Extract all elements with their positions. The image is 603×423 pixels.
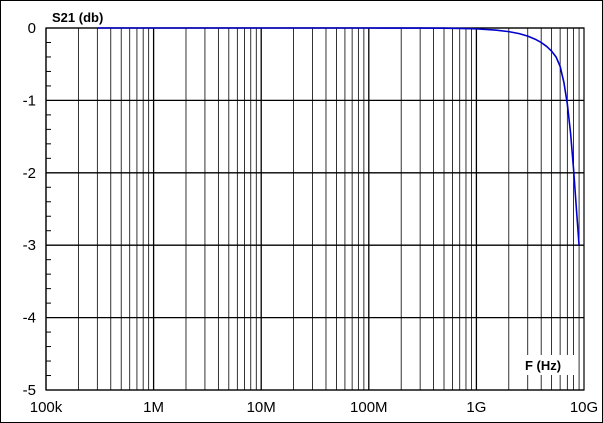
x-axis-title: F (Hz) xyxy=(525,358,561,373)
x-title-bg xyxy=(520,355,574,375)
x-tick-label: 10G xyxy=(570,399,598,416)
y-tick-label: -4 xyxy=(23,310,36,327)
tick-labels: 100k 1M 10M 100M 1G 10G 0 -1 -2 -3 -4 -5 xyxy=(23,20,599,416)
y-tick-label: -2 xyxy=(23,165,36,182)
x-tick-label: 10M xyxy=(247,399,276,416)
x-tick-label: 100M xyxy=(350,399,388,416)
s21-curve xyxy=(97,27,580,246)
y-tick-label: -3 xyxy=(23,237,36,254)
x-tick-label: 1G xyxy=(466,399,486,416)
y-tick-label: -1 xyxy=(23,92,36,109)
x-tick-label: 1M xyxy=(143,399,164,416)
y-tick-label: -5 xyxy=(23,382,36,399)
y-title-bg xyxy=(46,9,126,26)
series-layer xyxy=(97,27,580,246)
x-tick-label: 100k xyxy=(30,399,63,416)
y-tick-label: 0 xyxy=(28,20,36,37)
y-axis-title: S21 (db) xyxy=(52,10,103,25)
minor-ticks xyxy=(46,41,51,377)
